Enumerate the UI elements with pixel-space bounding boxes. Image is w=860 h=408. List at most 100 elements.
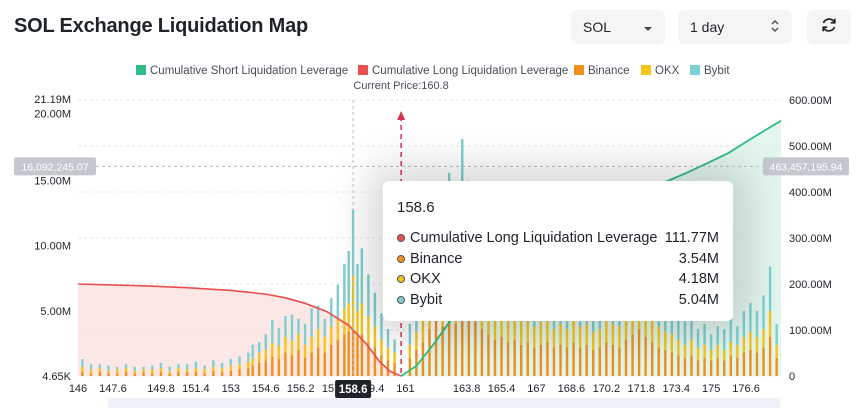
- tooltip-dot-icon: [397, 295, 405, 304]
- bar-okx-83: [664, 331, 667, 350]
- bar-bybit-35: [347, 250, 350, 304]
- x-tick-13: 168.6: [558, 383, 586, 395]
- bar-binance-67: [559, 344, 562, 376]
- bar-binance-8: [151, 373, 154, 376]
- bar-bybit-10: [168, 366, 171, 371]
- bar-binance-60: [513, 339, 516, 376]
- refresh-button[interactable]: [807, 10, 851, 44]
- x-tick-14: 170.2: [593, 383, 621, 395]
- bar-okx-98: [762, 329, 765, 348]
- bar-okx-43: [393, 352, 396, 363]
- bar-binance-18: [238, 369, 241, 376]
- bar-binance-23: [271, 356, 274, 376]
- crosshair-left-value: 16,092,245.07: [21, 161, 88, 173]
- x-tick-2: 149.8: [147, 383, 175, 395]
- bar-binance-15: [212, 370, 215, 376]
- bar-binance-39: [367, 342, 370, 376]
- bar-okx-86: [683, 344, 687, 358]
- bar-bybit-20: [251, 344, 254, 358]
- bar-bybit-19: [247, 352, 250, 362]
- bar-binance-80: [644, 336, 647, 376]
- bar-okx-67: [559, 323, 562, 345]
- right-tick-1: 100.00M: [789, 325, 832, 337]
- current-price-arrow: [397, 111, 406, 120]
- bar-okx-45: [415, 331, 418, 350]
- crosshair-x-tag: [335, 380, 372, 398]
- bar-binance-87: [690, 355, 693, 376]
- left-tick-4: 20.00M: [34, 108, 71, 120]
- bar-bybit-11: [177, 364, 180, 369]
- bar-binance-5: [124, 372, 128, 376]
- bar-okx-42: [386, 347, 390, 361]
- legend-swatch-2: [574, 65, 584, 75]
- time-range-select[interactable]: 1 day: [678, 10, 792, 44]
- bar-binance-30: [316, 347, 320, 376]
- bar-okx-34: [343, 308, 346, 335]
- bar-binance-91: [716, 357, 719, 376]
- bar-binance-37: [356, 336, 359, 376]
- bar-binance-82: [657, 347, 660, 376]
- current-price-label: Current Price:160.8: [353, 80, 448, 92]
- bar-binance-46: [421, 342, 425, 376]
- x-tick-1: 147.6: [99, 383, 127, 395]
- bar-bybit-100: [775, 323, 778, 345]
- bar-binance-7: [142, 372, 145, 376]
- bar-bybit-91: [716, 326, 719, 345]
- bar-okx-97: [755, 336, 759, 353]
- bar-bybit-4: [116, 366, 119, 370]
- bar-bybit-27: [297, 318, 300, 335]
- bar-okx-75: [611, 323, 615, 345]
- bar-bybit-18: [238, 356, 241, 365]
- bar-okx-82: [657, 326, 660, 348]
- bar-binance-4: [116, 373, 119, 376]
- bar-binance-26: [290, 355, 294, 376]
- bar-okx-25: [284, 336, 287, 353]
- bar-okx-41: [380, 339, 383, 356]
- bar-binance-64: [539, 344, 543, 376]
- x-tick-5: 154.6: [252, 383, 280, 395]
- bar-okx-88: [696, 347, 700, 361]
- bar-okx-19: [247, 361, 250, 369]
- bar-binance-66: [552, 347, 556, 376]
- legend-label-1: Cumulative Long Liquidation Leverage: [372, 65, 568, 77]
- crosshair-left-tag: [14, 157, 96, 176]
- bar-okx-61: [519, 321, 523, 345]
- range-scrollbar[interactable]: [108, 398, 780, 408]
- bar-binance-10: [168, 373, 171, 376]
- bar-okx-99: [768, 310, 772, 337]
- bar-bybit-86: [683, 321, 687, 345]
- bar-okx-27: [297, 334, 300, 350]
- bar-binance-44: [408, 357, 412, 376]
- bar-binance-33: [336, 339, 340, 376]
- bar-binance-81: [650, 342, 654, 376]
- right-tick-5: 500.00M: [789, 141, 832, 153]
- tooltip-rows: Cumulative Long Liquidation Leverage 111.…: [397, 228, 719, 310]
- x-tick-0: 146: [69, 383, 87, 395]
- right-tick-4: 400.00M: [789, 187, 832, 199]
- bar-okx-0: [81, 366, 84, 373]
- bar-binance-97: [755, 352, 759, 376]
- bar-okx-16: [220, 368, 224, 373]
- bar-bybit-15: [212, 360, 215, 367]
- bar-bybit-3: [107, 365, 110, 371]
- bar-binance-13: [194, 372, 198, 376]
- bar-binance-78: [631, 334, 634, 376]
- bar-bybit-95: [742, 310, 746, 337]
- bar-binance-14: [203, 373, 206, 376]
- left-tick-1: 5.00M: [40, 306, 71, 318]
- bar-binance-49: [441, 326, 444, 376]
- bar-okx-74: [605, 318, 608, 343]
- bar-bybit-12: [185, 364, 189, 370]
- bar-binance-77: [624, 339, 628, 376]
- bar-bybit-98: [762, 295, 765, 330]
- x-tick-16: 173.4: [662, 383, 690, 395]
- bar-okx-30: [316, 329, 320, 348]
- bar-binance-16: [220, 372, 224, 376]
- bar-okx-24: [277, 346, 281, 360]
- tooltip-row-name: Bybit: [410, 291, 443, 308]
- bar-okx-100: [775, 344, 778, 358]
- bar-bybit-44: [408, 323, 412, 345]
- symbol-select[interactable]: SOL: [571, 10, 665, 44]
- bar-bybit-7: [142, 366, 145, 370]
- bar-binance-99: [768, 336, 772, 376]
